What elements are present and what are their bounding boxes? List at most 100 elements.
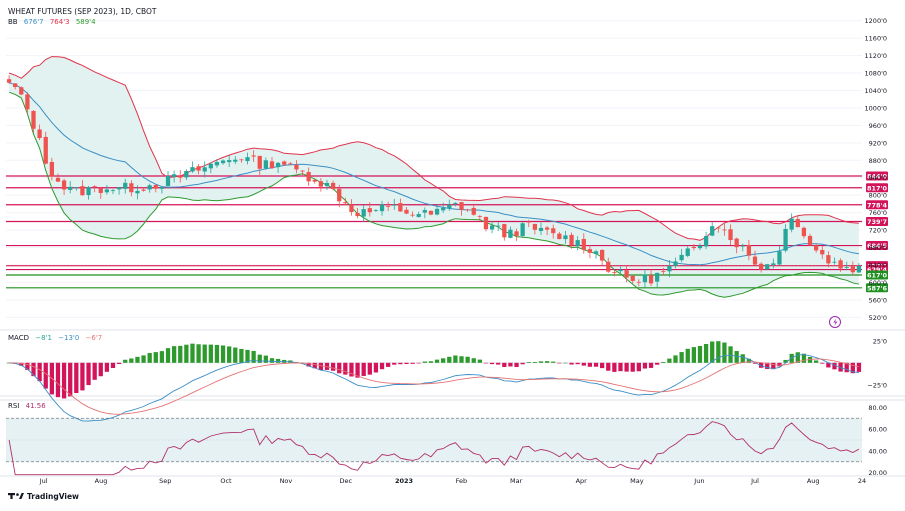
candle	[172, 170, 177, 183]
macd-histogram-bar	[257, 354, 262, 363]
macd-histogram-bar	[801, 353, 807, 363]
candle	[734, 237, 739, 254]
candle	[337, 184, 342, 208]
candle-body	[361, 209, 366, 217]
candle-body	[306, 172, 311, 182]
candle	[184, 169, 189, 181]
macd-histogram-bar	[551, 361, 556, 363]
price-tick-label: 1120'0	[865, 52, 887, 60]
candle-body	[563, 235, 568, 240]
candle	[153, 184, 158, 193]
macd-histogram-bar	[618, 362, 623, 372]
macd-histogram-bar	[508, 362, 513, 367]
candle	[190, 161, 195, 173]
price-candles	[6, 75, 862, 288]
macd-histogram-bar	[569, 362, 574, 365]
candle	[710, 221, 715, 237]
candle	[245, 152, 250, 165]
bb-legend: BB 676'7 764'3 589'4	[8, 18, 96, 26]
candle-body	[441, 207, 446, 211]
level-label-bg-1	[866, 183, 888, 193]
macd-histogram-bar	[581, 362, 586, 366]
candle-body	[98, 188, 103, 193]
candle-body	[502, 224, 507, 238]
macd-histogram-bar	[373, 362, 379, 373]
candle-body	[147, 185, 152, 190]
candle	[263, 157, 268, 170]
macd-histogram-bar	[367, 362, 372, 375]
candle	[557, 231, 562, 240]
rsi-value: 41.56	[26, 402, 47, 410]
bb-basis-line	[8, 82, 859, 266]
candle-body	[172, 174, 177, 177]
candle	[648, 269, 654, 287]
candle	[422, 207, 427, 219]
candle-body	[447, 204, 452, 209]
candle-body	[110, 190, 116, 192]
price-tick-label: 800'0	[869, 192, 887, 200]
candle	[600, 249, 605, 266]
candle	[373, 209, 379, 212]
macd-histogram-bar	[312, 362, 317, 369]
candle-body	[544, 227, 550, 230]
candle	[679, 248, 684, 263]
candle	[807, 233, 813, 246]
candle-body	[343, 202, 348, 204]
macd-histogram-bar	[379, 362, 385, 370]
macd-histogram-bar	[538, 361, 544, 363]
candle	[269, 157, 275, 169]
candle-body	[807, 235, 813, 246]
candle-body	[349, 204, 354, 213]
tradingview-logo[interactable]: TradingView	[8, 492, 79, 501]
bb-label: BB	[8, 18, 18, 26]
macd-histogram-bar	[453, 355, 458, 363]
macd-histogram-bar	[404, 362, 409, 364]
candle-body	[49, 162, 54, 177]
candle-body	[532, 223, 538, 230]
macd-histogram-bar	[422, 361, 427, 363]
candle	[740, 243, 745, 252]
candle-body	[575, 240, 580, 247]
candle-body	[135, 190, 140, 194]
macd-histogram-bar	[434, 359, 440, 363]
macd-histogram-bar	[587, 362, 593, 367]
macd-signal-value: −6'7	[86, 334, 103, 342]
candle	[300, 170, 305, 176]
candle-body	[227, 160, 232, 163]
macd-histogram-bar	[159, 351, 165, 363]
candle-body	[123, 182, 128, 189]
candle-body	[92, 186, 97, 187]
price-tick-label: 960'0	[869, 122, 887, 130]
time-tick-label: 24	[858, 477, 866, 485]
macd-histogram-bar	[116, 362, 122, 365]
macd-histogram-bar	[716, 341, 721, 363]
candle-body	[758, 263, 764, 270]
price-tick-label: 840'0	[869, 174, 887, 182]
candle-body	[783, 228, 788, 251]
candle-body	[520, 223, 525, 237]
candle	[98, 187, 103, 199]
candle	[227, 155, 232, 167]
macd-histogram-bar	[642, 362, 648, 369]
candle-body	[288, 163, 293, 165]
candle	[655, 272, 660, 288]
macd-histogram-bar	[838, 362, 843, 372]
candle-body	[697, 245, 703, 249]
bb-basis-value: 676'7	[24, 18, 44, 26]
macd-histogram-bar	[648, 362, 654, 368]
candle-body	[263, 160, 268, 169]
lightning-icon[interactable]	[829, 316, 841, 328]
time-tick-label: Oct	[220, 477, 232, 485]
candle-body	[679, 254, 684, 261]
candle	[667, 259, 672, 278]
candle	[624, 266, 629, 283]
macd-histogram-bar	[746, 358, 752, 363]
macd-histogram-bar	[544, 361, 550, 363]
candle	[61, 178, 67, 195]
macd-histogram-bar	[612, 362, 617, 372]
macd-histogram-bar	[178, 345, 183, 363]
time-tick-label: Jul	[750, 477, 759, 485]
candle-body	[685, 248, 690, 256]
candle-body	[752, 256, 758, 265]
